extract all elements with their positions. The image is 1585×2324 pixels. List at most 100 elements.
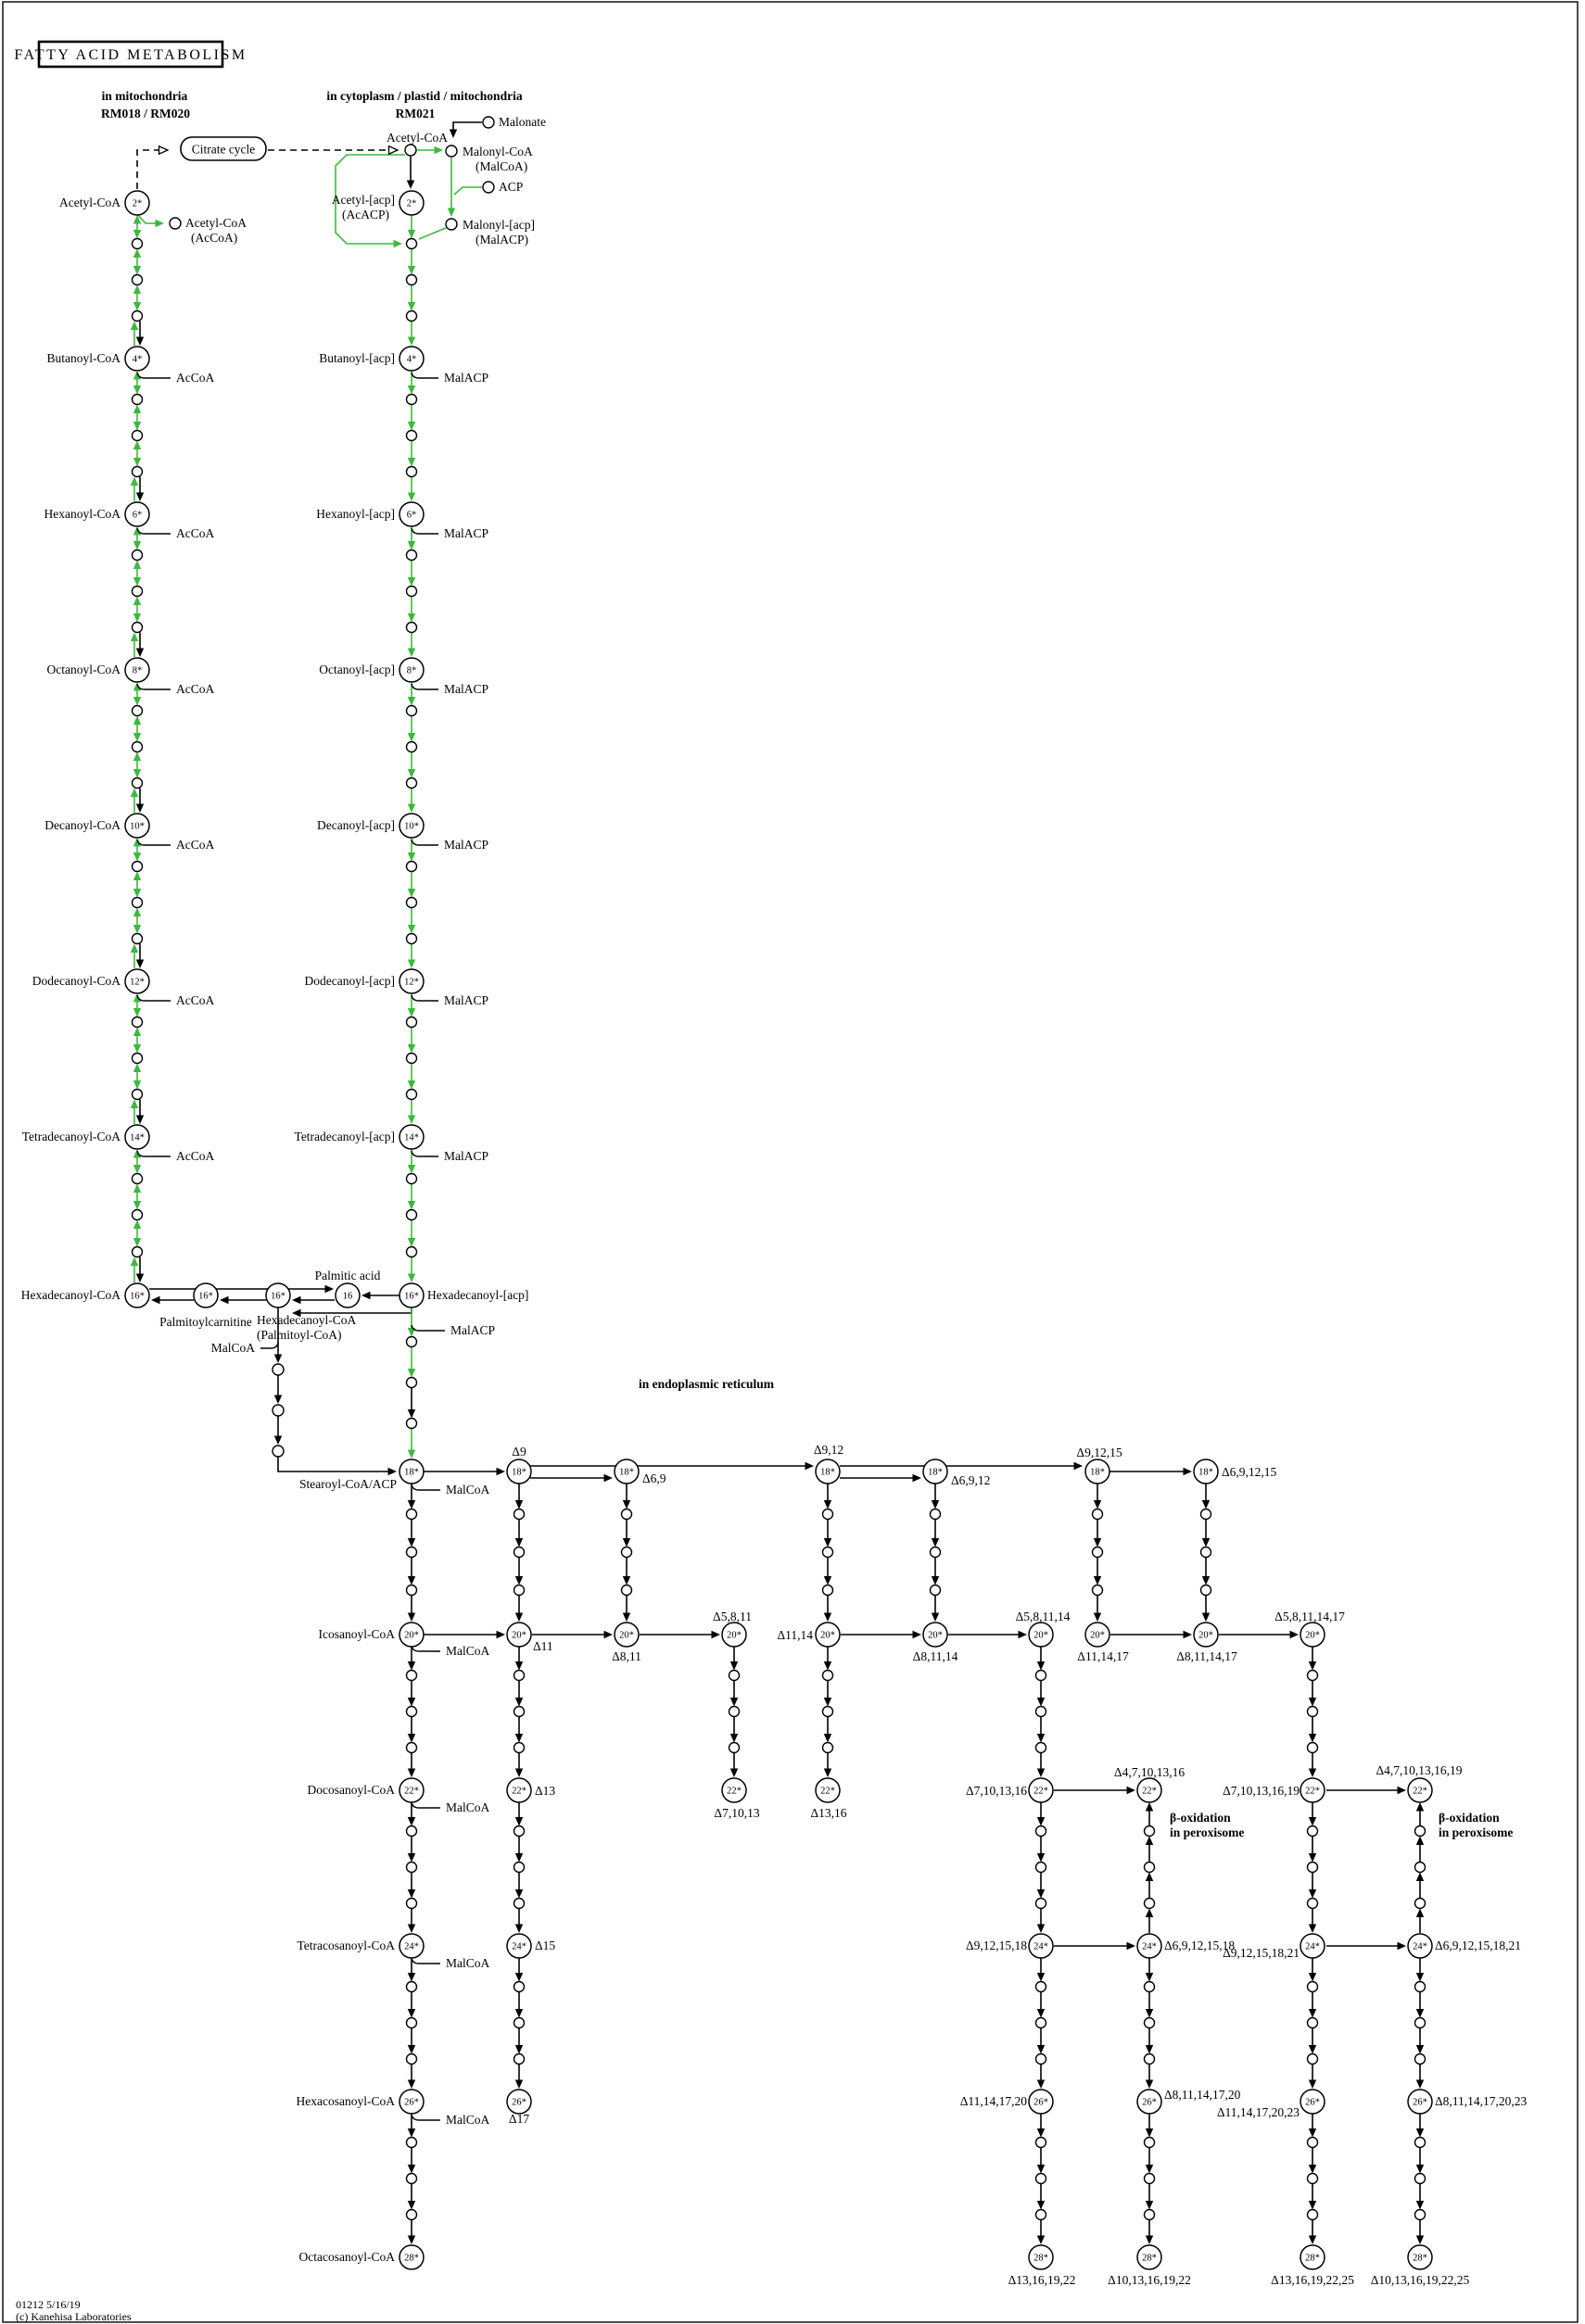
intermediate[interactable] (405, 621, 418, 634)
intermediate[interactable] (272, 1363, 285, 1376)
intermediate[interactable] (1306, 1705, 1319, 1718)
acetyl-coa-cytosol[interactable] (404, 144, 417, 157)
intermediate[interactable] (131, 1052, 144, 1065)
intermediate[interactable] (405, 393, 418, 406)
butanoyl-acp[interactable] (399, 346, 425, 372)
acetyl-acp[interactable] (399, 190, 425, 216)
intermediate[interactable] (405, 1741, 418, 1754)
decanoyl-acp[interactable] (399, 813, 425, 839)
icosanoyl-coa[interactable] (399, 1622, 425, 1648)
intermediate[interactable] (1091, 1508, 1104, 1521)
intermediate[interactable] (131, 932, 144, 945)
palmitoyl-coa[interactable] (265, 1282, 291, 1308)
intermediate[interactable] (405, 2052, 418, 2065)
intermediate[interactable] (405, 1016, 418, 1029)
intermediate[interactable] (1143, 1897, 1156, 1910)
intermediate[interactable] (405, 1088, 418, 1101)
acetyl-coa-accoa[interactable] (169, 217, 182, 230)
intermediate[interactable] (1414, 1861, 1426, 1874)
intermediate[interactable] (1306, 1741, 1319, 1754)
intermediate[interactable] (131, 777, 144, 789)
tetracosanoyl-coa[interactable] (399, 1933, 425, 1959)
intermediate[interactable] (1414, 1825, 1426, 1838)
intermediate[interactable] (405, 585, 418, 598)
intermediate[interactable] (513, 1861, 526, 1874)
intermediate[interactable] (405, 704, 418, 717)
malonate[interactable] (482, 116, 495, 129)
intermediate[interactable] (405, 309, 418, 322)
hexadecanoyl-acp[interactable] (399, 1282, 425, 1308)
c18-d6-9[interactable] (614, 1459, 640, 1484)
intermediate[interactable] (513, 1669, 526, 1682)
intermediate[interactable] (821, 1546, 834, 1559)
docosanoyl-coa[interactable] (399, 1777, 425, 1803)
c18-d9-12[interactable] (815, 1459, 841, 1484)
decanoyl-coa[interactable] (124, 813, 150, 839)
intermediate[interactable] (1034, 1741, 1047, 1754)
acp[interactable] (482, 181, 495, 194)
intermediate[interactable] (821, 1705, 834, 1718)
c22-d4-7-10-13-16[interactable] (1136, 1777, 1162, 1803)
intermediate[interactable] (1143, 2016, 1156, 2029)
c22-d13-16[interactable] (815, 1777, 841, 1803)
intermediate[interactable] (1306, 1861, 1319, 1874)
intermediate[interactable] (728, 1669, 741, 1682)
butanoyl-coa[interactable] (124, 346, 150, 372)
intermediate[interactable] (131, 1088, 144, 1101)
intermediate[interactable] (929, 1546, 942, 1559)
acetyl-coa-mito[interactable] (124, 190, 150, 216)
c20-d5-8-11[interactable] (721, 1622, 747, 1648)
intermediate[interactable] (513, 1741, 526, 1754)
malonyl-coa[interactable] (445, 145, 458, 158)
intermediate[interactable] (1306, 1669, 1319, 1682)
intermediate[interactable] (405, 2016, 418, 2029)
palmitoylcarnitine[interactable] (193, 1282, 219, 1308)
intermediate[interactable] (405, 2208, 418, 2221)
intermediate[interactable] (131, 585, 144, 598)
intermediate[interactable] (821, 1584, 834, 1597)
hexanoyl-coa[interactable] (124, 501, 150, 527)
intermediate[interactable] (821, 1741, 834, 1754)
c24-d15[interactable] (506, 1933, 532, 1959)
intermediate[interactable] (1414, 2016, 1426, 2029)
c22-d7-10-13-16-19[interactable] (1300, 1777, 1325, 1803)
intermediate[interactable] (1199, 1508, 1212, 1521)
intermediate[interactable] (405, 1584, 418, 1597)
c22-d4-7-10-13-16-19[interactable] (1407, 1777, 1433, 1803)
c24-d9-12-15-18[interactable] (1028, 1933, 1054, 1959)
intermediate[interactable] (620, 1584, 633, 1597)
intermediate[interactable] (131, 704, 144, 717)
intermediate[interactable] (513, 1705, 526, 1718)
intermediate[interactable] (1143, 1980, 1156, 1993)
c26-d11-14-17-20[interactable] (1028, 2089, 1054, 2115)
intermediate[interactable] (929, 1508, 942, 1521)
intermediate[interactable] (405, 777, 418, 789)
intermediate[interactable] (1306, 2208, 1319, 2221)
intermediate[interactable] (1143, 2208, 1156, 2221)
intermediate[interactable] (405, 1417, 418, 1430)
intermediate[interactable] (513, 1508, 526, 1521)
c24-d9-12-15-18-21[interactable] (1300, 1933, 1325, 1959)
intermediate[interactable] (405, 860, 418, 873)
intermediate[interactable] (1143, 2052, 1156, 2065)
intermediate[interactable] (272, 1404, 285, 1417)
intermediate[interactable] (405, 1245, 418, 1258)
intermediate[interactable] (513, 1546, 526, 1559)
intermediate[interactable] (620, 1546, 633, 1559)
c24-d6-9-12-15-18-21[interactable] (1407, 1933, 1433, 1959)
c20-d8-11-14-17[interactable] (1193, 1622, 1219, 1648)
intermediate[interactable] (1414, 2208, 1426, 2221)
hexadecanoyl-coa[interactable] (124, 1282, 150, 1308)
intermediate[interactable] (405, 1861, 418, 1874)
intermediate[interactable] (1091, 1584, 1104, 1597)
c20-d8-11-14[interactable] (922, 1622, 948, 1648)
intermediate[interactable] (821, 1669, 834, 1682)
c28-d10-13-16-19-22-25[interactable] (1407, 2244, 1433, 2270)
intermediate[interactable] (513, 1897, 526, 1910)
intermediate[interactable] (272, 1445, 285, 1458)
intermediate[interactable] (1034, 2016, 1047, 2029)
c28-d10-13-16-19-22[interactable] (1136, 2244, 1162, 2270)
tetradecanoyl-coa[interactable] (124, 1124, 150, 1150)
c18-d6-9-12-15[interactable] (1193, 1459, 1219, 1484)
intermediate[interactable] (728, 1741, 741, 1754)
